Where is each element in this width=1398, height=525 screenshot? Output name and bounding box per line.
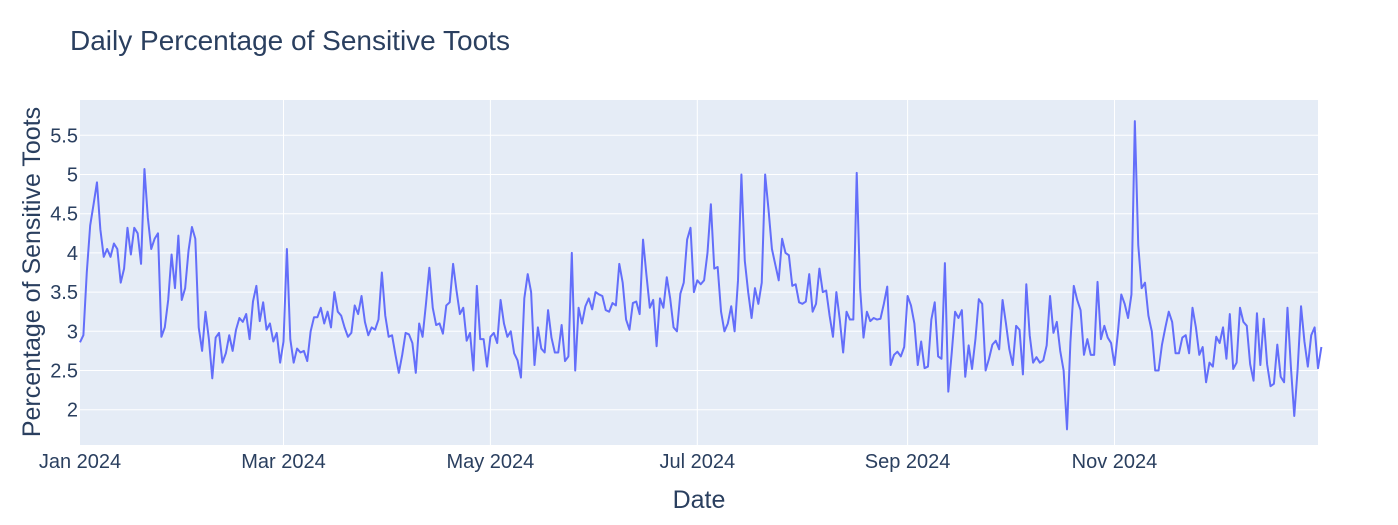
y-tick-label: 2 xyxy=(67,400,78,422)
x-axis-title: Date xyxy=(673,486,726,514)
x-tick-label: Sep 2024 xyxy=(865,451,951,473)
series-line xyxy=(79,120,1323,431)
y-tick-label: 3.5 xyxy=(50,282,78,304)
y-tick-label: 5 xyxy=(67,164,78,186)
x-axis-ticks: Jan 2024 Mar 2024 May 2024 Jul 2024 Sep 2024… xyxy=(39,451,1157,473)
chart-title: Daily Percentage of Sensitive Toots xyxy=(70,25,510,56)
x-tick-label: Nov 2024 xyxy=(1072,451,1158,473)
x-gridlines xyxy=(283,100,1115,445)
y-tick-label: 5.5 xyxy=(50,125,78,147)
y-axis-title: Percentage of Sensitive Toots xyxy=(18,107,46,437)
y-axis-ticks: 2 2.5 3 3.5 4 4.5 5 5.5 xyxy=(50,125,78,421)
y-gridlines xyxy=(80,134,1318,411)
x-tick-label: May 2024 xyxy=(446,451,534,473)
y-tick-label: 4.5 xyxy=(50,204,78,226)
x-tick-label: Jan 2024 xyxy=(39,451,121,473)
x-tick-label: Jul 2024 xyxy=(659,451,735,473)
x-tick-label: Mar 2024 xyxy=(241,451,326,473)
y-tick-label: 3 xyxy=(67,321,78,343)
y-tick-label: 4 xyxy=(67,243,78,265)
y-tick-label: 2.5 xyxy=(50,361,78,383)
